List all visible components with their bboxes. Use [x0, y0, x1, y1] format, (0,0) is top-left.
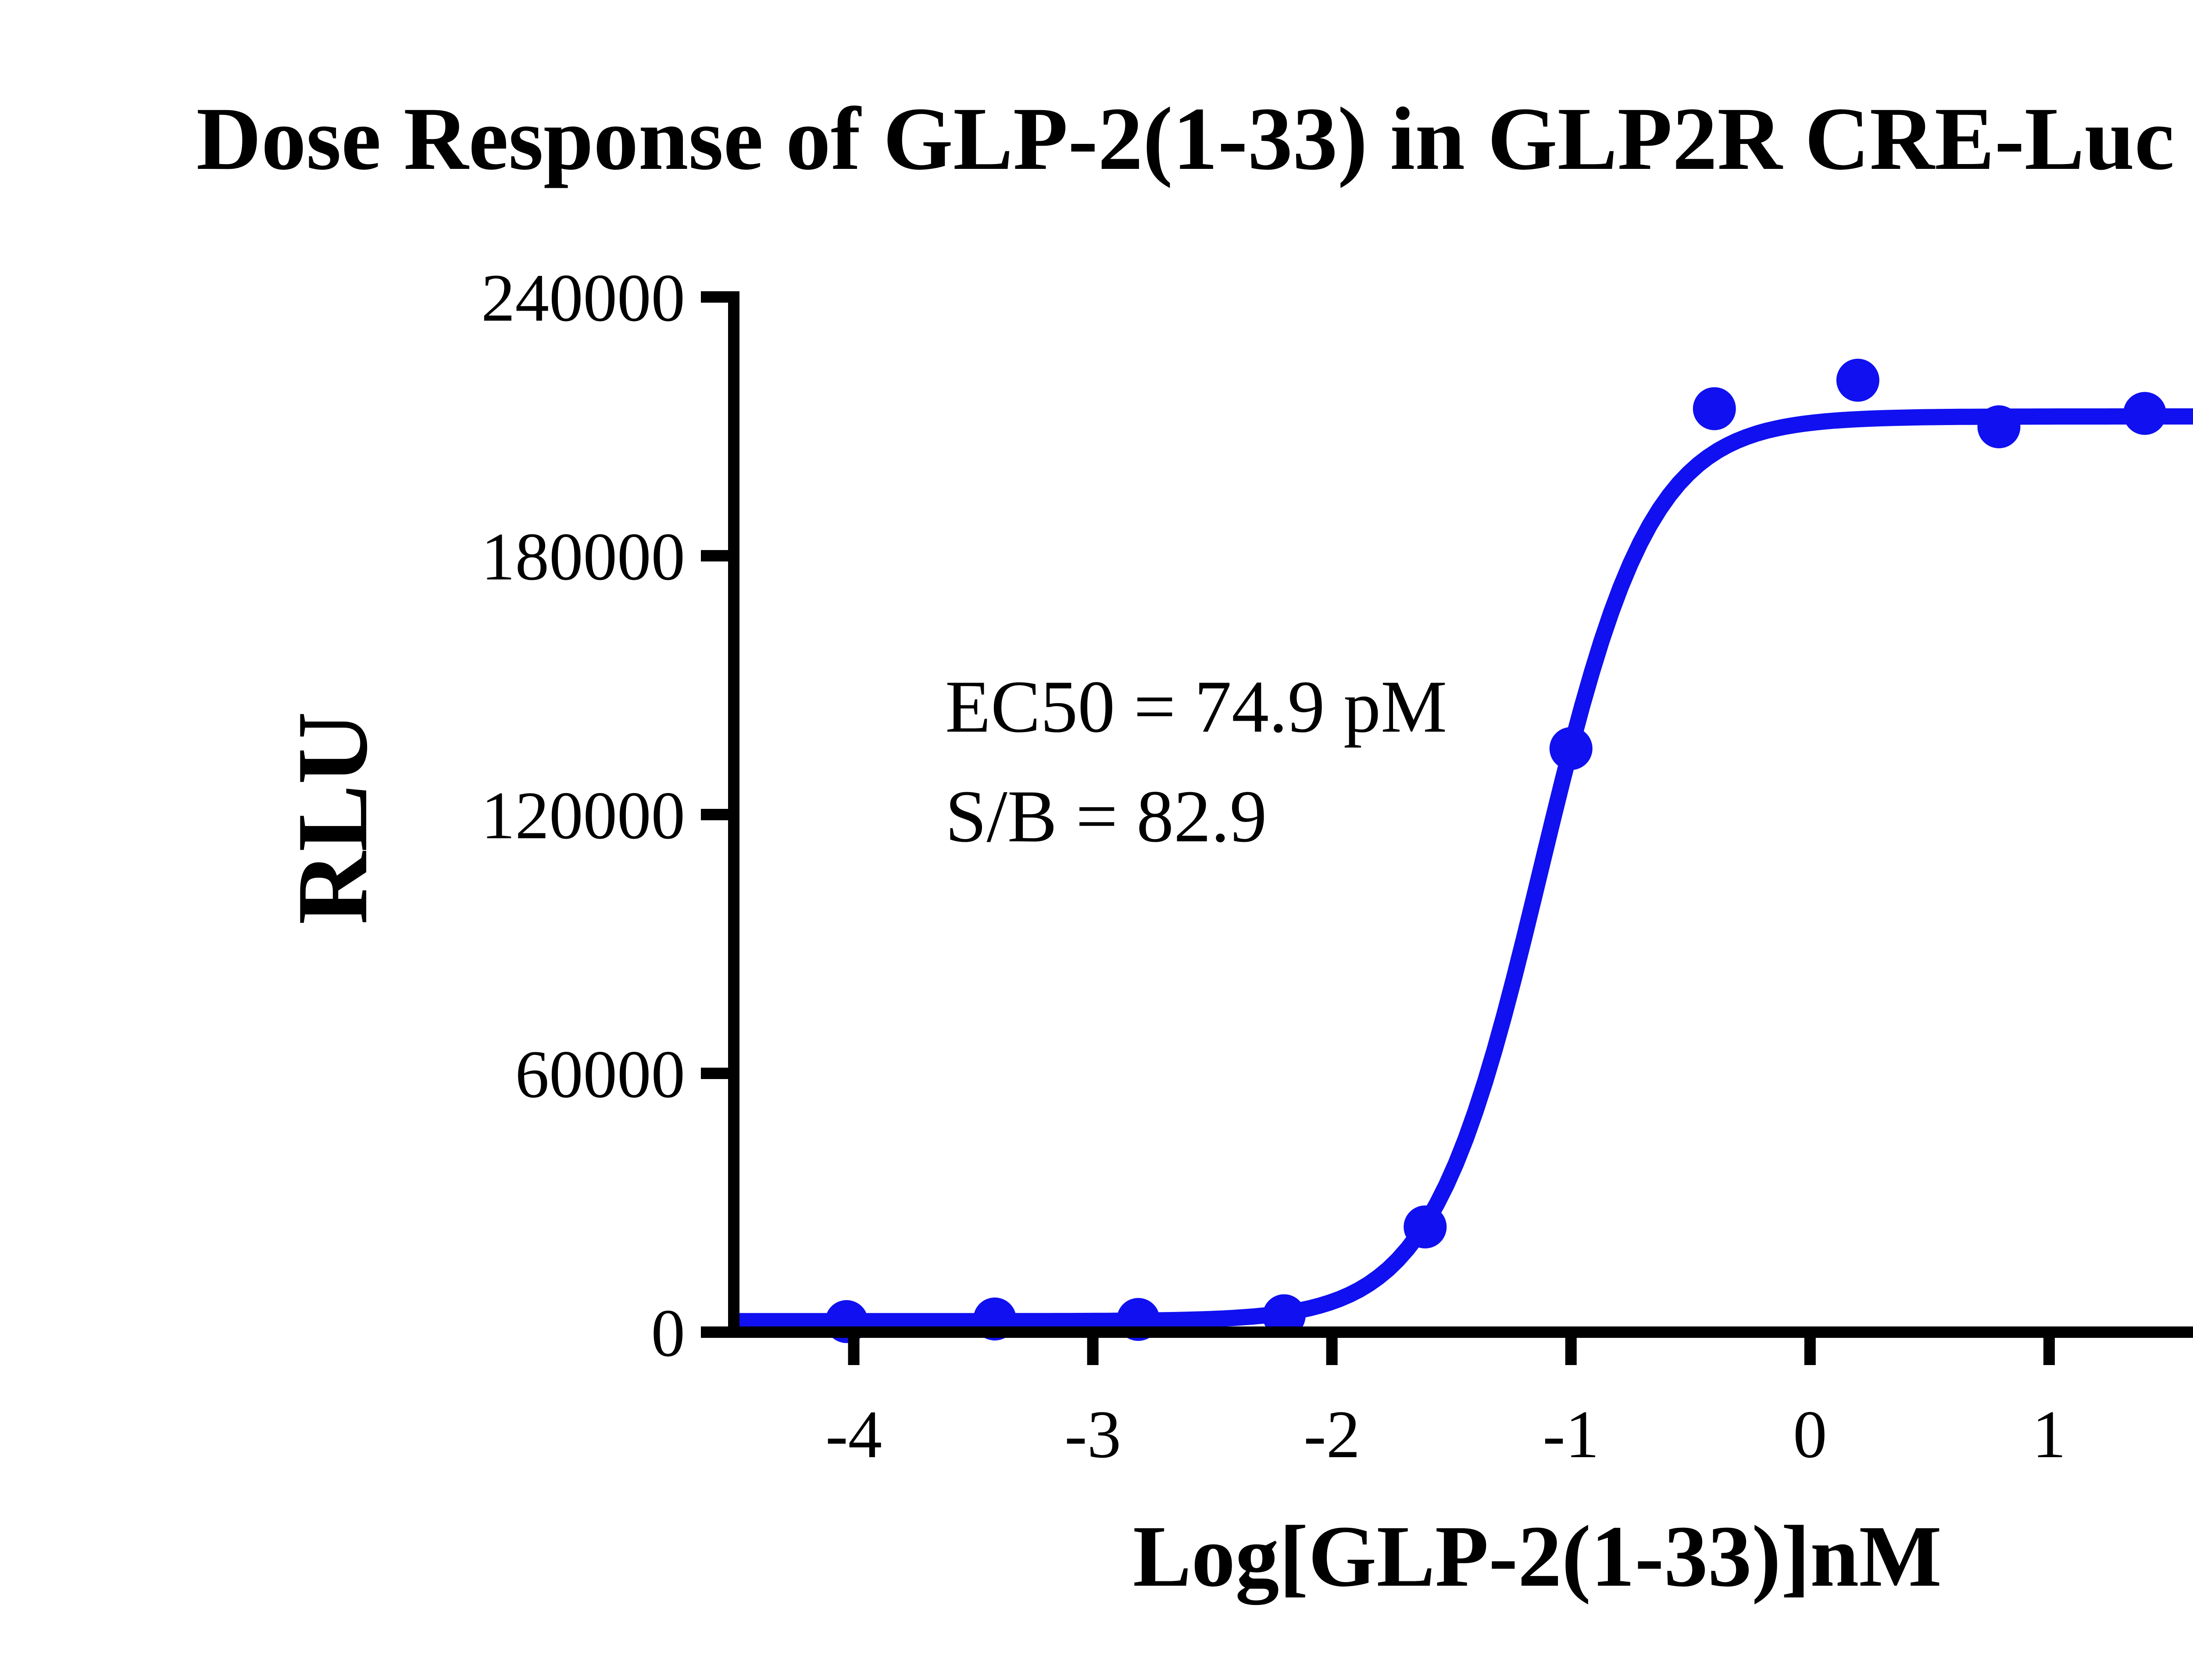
axes [728, 291, 2193, 1338]
chart-title: Dose Response of GLP-2(1-33) in GLP2R CR… [196, 89, 2193, 189]
x-tick [2043, 1338, 2055, 1365]
y-tick [701, 291, 728, 303]
data-point [1404, 1205, 1447, 1249]
y-tick-label: 240000 [481, 260, 685, 336]
fit-curve [739, 408, 2193, 1330]
x-tick [1326, 1338, 1338, 1365]
x-tick-label: -3 [1064, 1397, 1121, 1472]
x-tick-labels: -4-3-2-1012 [825, 1397, 2066, 1472]
annotation-sb: S/B = 82.9 [945, 775, 1267, 858]
data-point [1977, 405, 2021, 448]
data-point [1693, 387, 1736, 430]
x-tick-label: -1 [1543, 1397, 1599, 1472]
data-points [825, 358, 2166, 1343]
y-tick-label: 180000 [481, 519, 685, 594]
x-tick-label: -2 [1304, 1397, 1360, 1472]
x-tick [1565, 1338, 1577, 1365]
x-ticks [848, 1338, 2055, 1365]
x-tick-label: 0 [1793, 1397, 1827, 1472]
x-tick [848, 1338, 860, 1365]
x-axis-title: Log[GLP-2(1-33)]nM [1133, 1508, 1942, 1605]
data-point [1549, 727, 1593, 770]
y-tick [701, 1326, 728, 1338]
y-tick [701, 809, 728, 820]
y-tick-label: 0 [651, 1295, 686, 1371]
y-tick [701, 550, 728, 561]
x-tick-label: 1 [2032, 1397, 2066, 1472]
x-tick [1087, 1338, 1099, 1365]
x-tick [1804, 1338, 1816, 1365]
y-tick [701, 1068, 728, 1079]
annotation-ec50: EC50 = 74.9 pM [945, 665, 1447, 748]
x-axis-line [728, 1326, 2193, 1338]
y-axis-title: RLU [276, 711, 388, 925]
y-axis-line [728, 291, 739, 1338]
y-tick-label: 60000 [515, 1037, 686, 1112]
y-tick-labels: 0 60000 120000 180000 240000 [481, 260, 685, 1371]
y-tick-label: 120000 [481, 778, 685, 853]
annotation-block: EC50 = 74.9 pM S/B = 82.9 [945, 665, 1447, 858]
y-ticks [701, 291, 728, 1338]
data-point [2123, 392, 2166, 435]
x-tick-label: -4 [825, 1397, 882, 1472]
data-point [1836, 358, 1879, 402]
